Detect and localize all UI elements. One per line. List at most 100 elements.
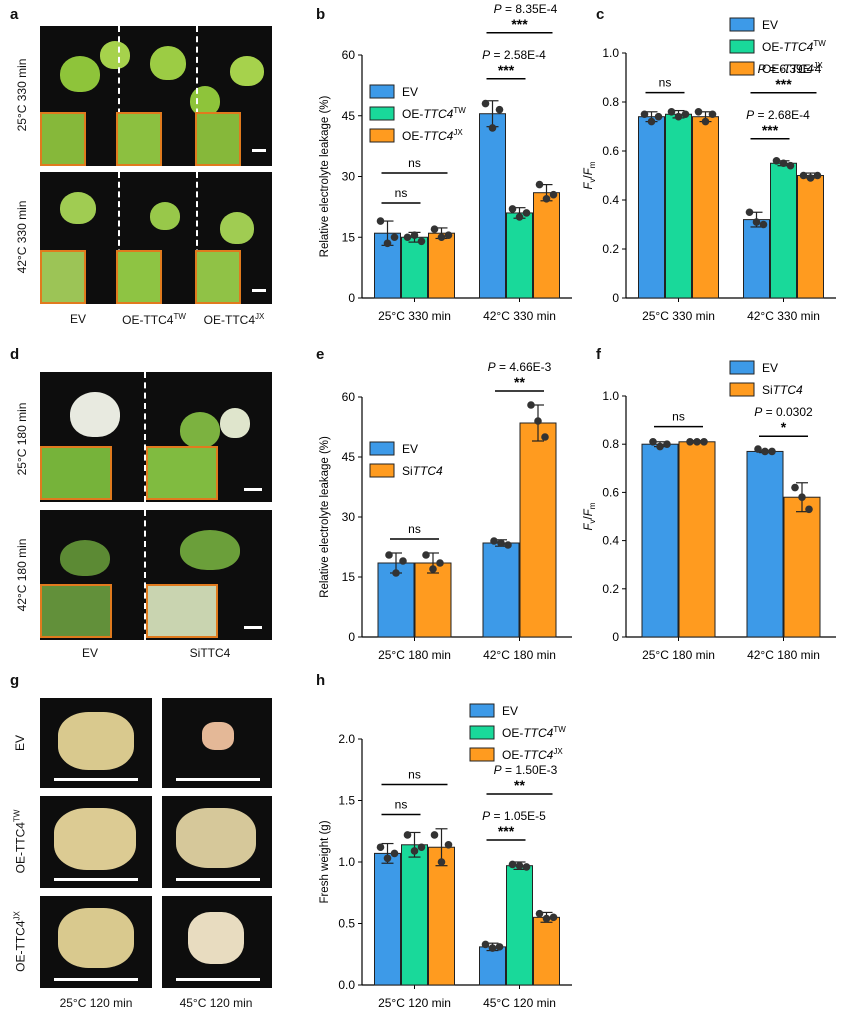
legend-swatch	[369, 441, 395, 456]
data-point	[799, 171, 808, 180]
photo-g-ev-25	[40, 698, 152, 788]
chart-c-fvfm: 0 0.2 0.4 0.6 0.8 1.0 Fv/Fm 25°C 330 min 42°C 33…	[583, 17, 836, 323]
data-point	[798, 493, 806, 502]
data-point	[504, 541, 512, 549]
data-point	[786, 161, 795, 170]
x-tick-label: 42°C 330 min	[483, 309, 556, 323]
y-tick-label: 0.2	[602, 582, 619, 596]
bar-e-0-1	[414, 562, 452, 638]
col-label-d-si: SiTTC4	[189, 646, 231, 660]
row-label-a-42c: 42°C 330 min	[15, 200, 29, 274]
legend-label-h-1: OE-TTC4TW	[502, 725, 566, 740]
data-point	[522, 209, 531, 217]
sig-stars: *	[781, 419, 787, 435]
photo-g-jx-45	[162, 896, 272, 988]
y-axis-label: Fresh weight (g)	[319, 820, 331, 903]
p-value-label: P = 1.50E-3	[494, 763, 558, 777]
data-point	[481, 940, 490, 949]
y-axis-label: Relative electrolyte leakage (%)	[319, 95, 331, 257]
legend-label-e-1: SiTTC4	[402, 464, 443, 478]
x-tick-label: 45°C 120 min	[483, 996, 556, 1010]
data-point	[437, 858, 446, 866]
data-point	[761, 447, 769, 456]
x-tick-label: 25°C 330 min	[642, 309, 715, 323]
data-point	[508, 205, 517, 213]
y-tick-label: 1.0	[602, 46, 619, 60]
data-point	[376, 217, 385, 225]
data-point	[686, 437, 694, 446]
bar-h-0-0	[374, 852, 401, 986]
data-point	[768, 447, 776, 456]
data-point	[410, 231, 419, 240]
col-label-d-ev: EV	[81, 646, 98, 660]
bar-b-1-0	[479, 113, 506, 299]
data-point	[403, 233, 412, 242]
legend-swatch	[369, 106, 395, 121]
legend-swatch	[369, 463, 395, 478]
data-point	[508, 860, 517, 869]
data-point	[779, 159, 788, 168]
data-point	[481, 99, 490, 108]
data-point	[495, 943, 504, 951]
p-value-label: P = 0.0302	[754, 405, 813, 419]
y-tick-label: 15	[342, 570, 356, 584]
bar-b-0-1	[401, 236, 428, 299]
data-point	[674, 112, 683, 121]
chart-h-fresh-weight: 0.0 0.5 1.0 1.5 2.0 Fresh weight (g) 25°C 120 …	[319, 703, 572, 1010]
data-point	[541, 433, 549, 441]
photo-g-jx-25	[40, 896, 152, 988]
data-point	[376, 843, 385, 852]
data-point	[667, 108, 676, 116]
legend-label-f-1: SiTTC4	[762, 383, 803, 397]
p-value-label: P = 2.58E-4	[482, 48, 546, 62]
sig-label: ns	[408, 767, 421, 781]
y-tick-label: 60	[342, 390, 356, 404]
bar-c-0-0	[638, 116, 665, 299]
row-label-g-tw: OE-TTC4TW	[12, 809, 28, 874]
bar-f-1-1	[783, 496, 821, 638]
bar-f-0-1	[678, 441, 716, 638]
data-point	[752, 218, 761, 226]
col-label-a-jx: OE-TTC4JX	[203, 312, 265, 327]
panel-letter-e: e	[316, 346, 325, 363]
y-tick-label: 0.8	[602, 437, 619, 451]
y-tick-label: 0.6	[602, 485, 619, 499]
data-point	[430, 225, 439, 233]
data-point	[497, 539, 505, 547]
sig-stars: **	[514, 777, 525, 793]
data-point	[403, 831, 412, 839]
y-tick-label: 15	[342, 230, 356, 244]
row-label-g-ev: EV	[13, 735, 27, 752]
p-value-label: P = 1.05E-5	[482, 809, 546, 823]
data-point	[417, 843, 426, 852]
panel-letter-g: g	[10, 672, 20, 689]
legend-swatch	[729, 17, 755, 32]
data-point	[527, 401, 535, 409]
y-tick-label: 0	[348, 291, 355, 305]
legend-swatch	[729, 382, 755, 397]
x-tick-label: 42°C 180 min	[483, 648, 556, 662]
row-label-d-42c: 42°C 180 min	[15, 538, 29, 612]
photo-d-25c	[40, 372, 272, 502]
data-point	[647, 117, 656, 126]
data-point	[422, 551, 430, 559]
legend-swatch	[469, 747, 495, 762]
data-point	[399, 557, 407, 565]
data-point	[791, 483, 799, 492]
data-point	[701, 117, 710, 126]
data-point	[640, 110, 649, 119]
data-point	[437, 233, 446, 242]
legend-label-b-2: OE-TTC4JX	[402, 128, 463, 143]
data-point	[390, 233, 399, 242]
data-point	[708, 110, 717, 119]
row-label-a-25c: 25°C 330 min	[15, 58, 29, 132]
p-value-label: P = 8.35E-4	[494, 2, 558, 16]
bar-h-1-0	[479, 946, 506, 986]
data-point	[693, 437, 701, 446]
panel-letter-f: f	[596, 346, 601, 363]
bar-f-0-0	[641, 443, 679, 638]
sig-label: ns	[408, 156, 421, 170]
bar-e-1-1	[519, 422, 557, 638]
sig-stars: ***	[762, 122, 779, 138]
bar-f-1-0	[746, 450, 784, 638]
